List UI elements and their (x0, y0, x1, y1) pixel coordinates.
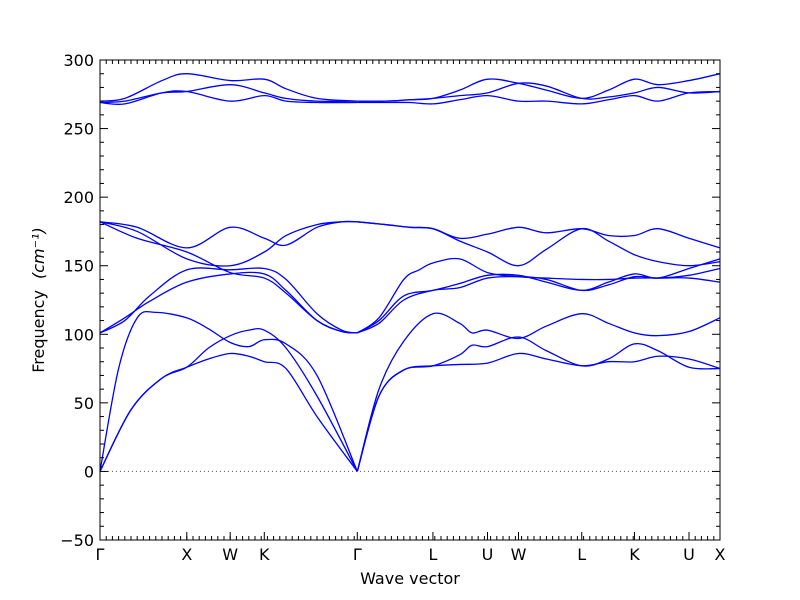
x-tick-label: K (629, 545, 640, 564)
y-axis-label-unit: (cm⁻¹) (29, 227, 48, 279)
band-line-6 (356, 312, 721, 472)
x-tick-label: Γ (96, 545, 105, 564)
x-tick-label: Γ (353, 545, 362, 564)
y-tick-label: −50 (60, 531, 94, 550)
band-line-10 (99, 220, 358, 249)
band-line-17 (99, 84, 358, 104)
y-axis-label-text: Frequency (29, 290, 48, 373)
band-line-1 (99, 352, 358, 472)
band-line-21 (357, 82, 721, 102)
y-tick-label: 200 (63, 188, 94, 207)
band-line-5 (356, 336, 721, 472)
y-tick-label: 300 (63, 51, 94, 70)
x-tick-label: W (222, 545, 238, 564)
x-tick-label: K (259, 545, 270, 564)
band-line-9 (99, 221, 358, 334)
band-line-14 (356, 257, 721, 334)
y-tick-label: 100 (63, 325, 94, 344)
band-lines-layer (99, 73, 721, 472)
x-tick-label: X (181, 545, 192, 564)
band-line-15 (357, 221, 721, 267)
band-line-20 (357, 73, 721, 102)
x-axis-label: Wave vector (360, 569, 460, 588)
band-line-19 (99, 90, 358, 106)
band-line-11 (99, 220, 358, 267)
band-line-8 (99, 271, 358, 334)
plot-frame (99, 59, 721, 541)
x-tick-label: L (428, 545, 437, 564)
band-line-4 (356, 352, 721, 472)
x-tick-label: X (715, 545, 726, 564)
band-line-3 (99, 310, 358, 472)
y-axis-label: Frequency (cm⁻¹) (29, 227, 48, 372)
y-tick-label: 50 (74, 394, 94, 413)
x-tick-label: W (511, 545, 527, 564)
band-line-22 (357, 90, 721, 105)
band-line-7 (99, 267, 358, 334)
x-tick-label: L (577, 545, 586, 564)
band-line-2 (99, 327, 358, 472)
y-tick-label: 250 (63, 120, 94, 139)
x-tick-label: U (482, 545, 494, 564)
band-line-18 (99, 73, 358, 102)
y-tick-label: 0 (84, 462, 94, 481)
y-tick-label: 150 (63, 257, 94, 276)
band-line-16 (357, 221, 721, 249)
y-ticks: −50 0 50 100 150 200 250 300 (60, 51, 720, 550)
x-tick-label: U (683, 545, 695, 564)
